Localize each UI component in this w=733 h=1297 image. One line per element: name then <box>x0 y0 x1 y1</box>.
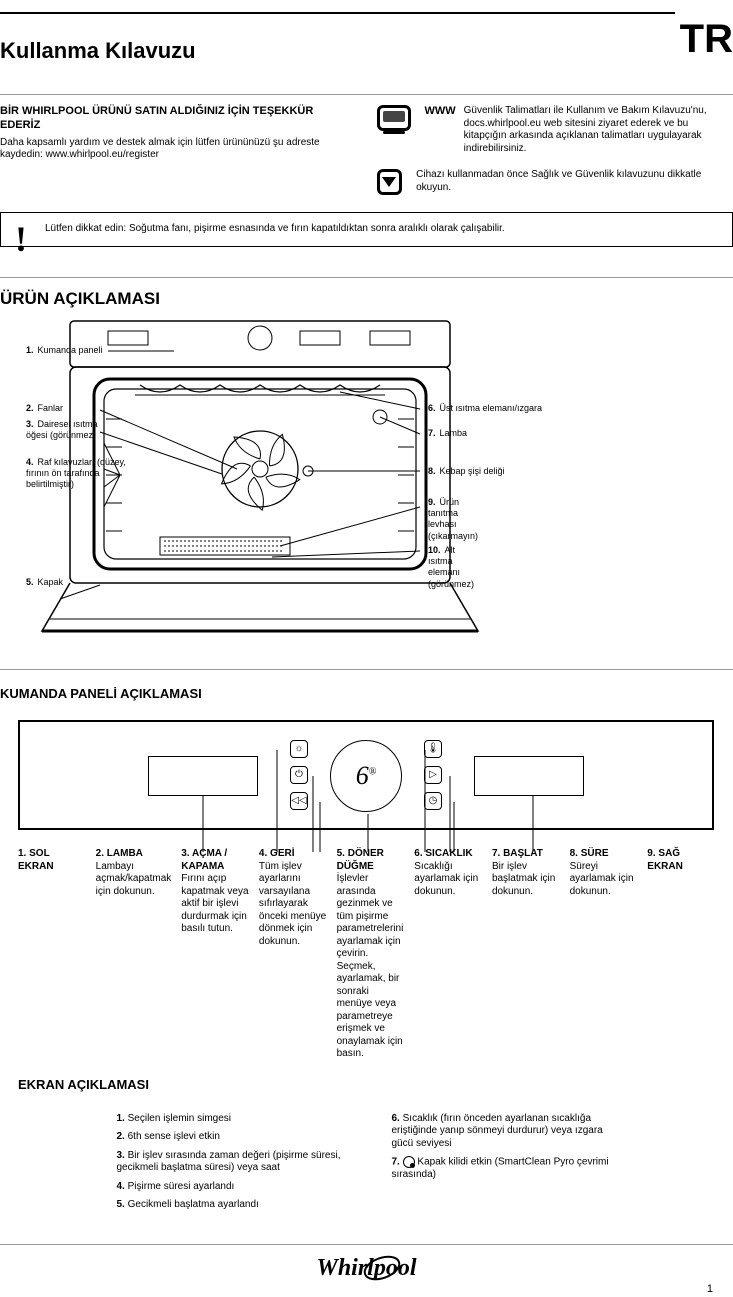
start-button[interactable]: ▷ <box>424 766 442 784</box>
www-label: WWW <box>425 105 456 119</box>
display-legend: 1. Seçilen işlemin simgesi 2. 6th sense … <box>117 1113 617 1218</box>
knob: 6® <box>330 740 402 812</box>
warning-box: Lütfen dikkat edin: Soğutma fanı, pişirm… <box>0 212 733 247</box>
manual-text-1: Güvenlik Talimatları ile Kullanım ve Bak… <box>464 105 733 155</box>
left-display <box>148 756 258 796</box>
section-product: ÜRÜN AÇIKLAMASI <box>0 288 733 309</box>
manual-text-2: Cihazı kullanmadan önce Sağlık ve Güvenl… <box>416 169 733 194</box>
right-display <box>474 756 584 796</box>
support-text: Daha kapsamlı yardım ve destek almak içi… <box>0 137 357 162</box>
screen-icon <box>377 105 411 131</box>
section-panel: KUMANDA PANELİ AÇIKLAMASI <box>0 686 733 702</box>
time-button[interactable]: ◷ <box>424 792 442 810</box>
thanks-heading: BİR WHIRLPOOL ÜRÜNÜ SATIN ALDIĞINIZ İÇİN… <box>0 105 313 131</box>
temp-button[interactable]: 🌡 <box>424 740 442 758</box>
lock-icon <box>403 1156 415 1168</box>
section-display: EKRAN AÇIKLAMASI <box>18 1077 733 1093</box>
control-panel-diagram: 6® ☼ ⏻ ◁◁ 🌡 ▷ ◷ <box>18 720 714 830</box>
lang-code: TR <box>680 14 733 64</box>
download-icon <box>377 169 403 195</box>
page-title: Kullanma Kılavuzu <box>0 37 196 65</box>
power-button[interactable]: ⏻ <box>290 766 308 784</box>
oven-diagram: 1.Kumanda paneli 2.Fanlar 3.Dairesel ısı… <box>40 319 480 639</box>
lamp-button[interactable]: ☼ <box>290 740 308 758</box>
back-button[interactable]: ◁◁ <box>290 792 308 810</box>
brand-logo: Whirlpool <box>316 1253 416 1283</box>
page-number: 1 <box>0 1283 733 1297</box>
